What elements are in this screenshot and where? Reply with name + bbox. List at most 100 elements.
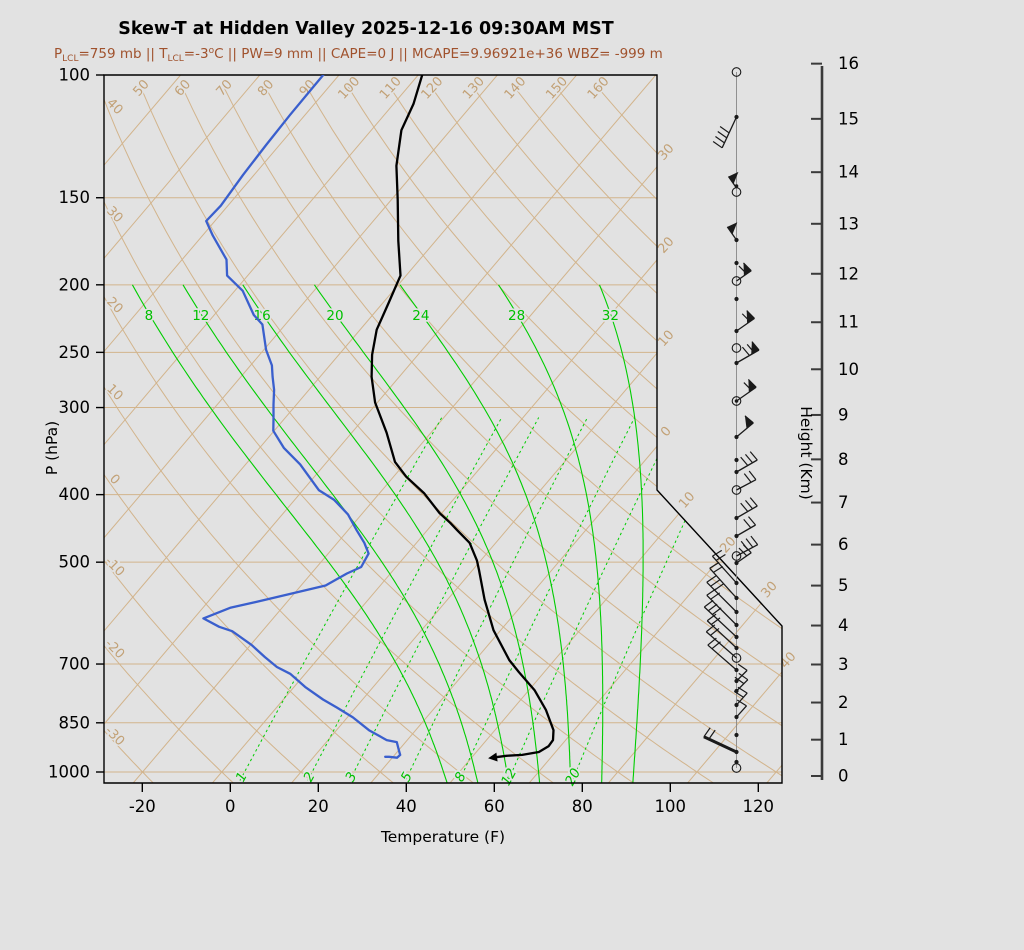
wind-barb xyxy=(734,672,749,694)
isotherm-label-right: 10 xyxy=(676,489,698,511)
isotherm-label-right: 40 xyxy=(777,649,799,671)
dry-adiabat-label-left: -10 xyxy=(102,554,128,580)
x-tick-label: 0 xyxy=(225,797,236,816)
height-tick-label: 0 xyxy=(838,766,849,785)
wind-barb xyxy=(705,624,742,663)
dry-adiabat-label-left: 0 xyxy=(106,472,122,488)
dewpoint-curve xyxy=(202,75,402,759)
pressure-tick-label: 150 xyxy=(59,188,91,207)
wind-barb xyxy=(726,222,739,243)
dry-adiabat-label-left: 10 xyxy=(103,382,125,404)
moist-adiabat-label: 8 xyxy=(145,308,154,324)
pressure-tick-label: 850 xyxy=(59,713,91,732)
wind-barb xyxy=(731,470,757,495)
isotherm-label-right: 20 xyxy=(655,234,677,256)
wind-barb xyxy=(734,451,758,475)
wind-barb xyxy=(706,575,739,615)
curve-end-markers xyxy=(488,752,498,762)
moist-adiabat-label: 20 xyxy=(326,308,343,324)
pressure-tick-label: 100 xyxy=(59,66,91,85)
wind-barbs-layer xyxy=(703,67,760,773)
wind-barb xyxy=(734,732,739,738)
wind-barb xyxy=(727,171,742,197)
height-tick-label: 11 xyxy=(838,313,859,332)
wind-barb xyxy=(734,341,760,366)
isotherm-label-right: 30 xyxy=(758,579,780,601)
x-tick-label: 80 xyxy=(572,797,593,816)
isotherm-label-right: 10 xyxy=(655,328,677,350)
moist-adiabat-label: 24 xyxy=(412,308,429,324)
isotherm-label-right: 0 xyxy=(658,424,675,440)
dry-adiabat-label-top: 150 xyxy=(543,74,571,102)
height-tick-label: 13 xyxy=(838,214,859,233)
dry-adiabat-label-top: 160 xyxy=(585,74,613,102)
dry-adiabat-label-top: 90 xyxy=(297,77,319,99)
mixing-ratio-label: 12 xyxy=(498,766,520,789)
wind-barb xyxy=(734,457,739,463)
pressure-tick-label: 300 xyxy=(59,398,91,417)
wind-barb xyxy=(706,588,739,628)
wind-barb xyxy=(734,296,739,302)
height-tick-label: 10 xyxy=(838,360,859,379)
dry-adiabat-label-top: 140 xyxy=(502,74,530,102)
height-tick-label: 3 xyxy=(838,655,849,674)
wind-barb xyxy=(731,67,742,77)
wind-barb xyxy=(703,599,739,640)
x-tick-label: 60 xyxy=(484,797,505,816)
wind-barb xyxy=(734,415,754,440)
wind-barb xyxy=(731,379,757,406)
chart-title: Skew-T at Hidden Valley 2025-12-16 09:30… xyxy=(118,19,613,39)
moist-adiabat-label: 12 xyxy=(192,308,209,324)
dry-adiabat-label-left: 40 xyxy=(103,96,125,118)
axes-layer: -20 0 20 40 60 80 100 1201001502002503004005007… xyxy=(48,54,859,816)
wind-barb xyxy=(709,561,739,601)
pressure-tick-label: 200 xyxy=(59,275,91,294)
dry-adiabat-label-top: 80 xyxy=(255,77,277,99)
chart-subtitle: PLCL=759 mb || TLCL=-3oC || PW=9 mm || C… xyxy=(54,46,663,64)
wind-barb xyxy=(731,343,742,353)
wind-barb xyxy=(734,260,739,266)
moist-adiabat-label: 28 xyxy=(508,308,525,324)
wind-barb xyxy=(733,686,748,708)
pressure-tick-label: 400 xyxy=(59,485,91,504)
dry-adiabat-label-top: 50 xyxy=(130,77,152,99)
height-tick-label: 15 xyxy=(838,109,859,128)
wind-barb xyxy=(706,613,739,651)
pressure-tick-label: 700 xyxy=(59,655,91,674)
wind-barb xyxy=(734,516,757,539)
temperature-curve-arrowhead xyxy=(488,752,498,762)
moist-adiabat-label: 32 xyxy=(602,308,619,324)
wind-barb xyxy=(734,310,755,334)
height-tick-label: 12 xyxy=(838,264,859,283)
wind-barb xyxy=(734,759,739,765)
pressure-tick-label: 1000 xyxy=(48,763,90,782)
height-tick-label: 8 xyxy=(838,450,849,469)
height-tick-label: 4 xyxy=(838,616,849,635)
isotherm-label-right: 30 xyxy=(655,141,677,163)
height-axis-label: Height (Km) xyxy=(797,406,815,500)
dry-adiabat-label-left: -20 xyxy=(102,636,128,662)
dry-adiabat-label-top: 100 xyxy=(335,74,363,102)
dry-adiabat-label-top: 110 xyxy=(377,74,405,102)
wind-barb xyxy=(734,544,752,566)
pressure-tick-label: 250 xyxy=(59,343,91,362)
dry-adiabat-label-top: 130 xyxy=(460,74,488,102)
x-tick-label: 20 xyxy=(308,797,329,816)
temperature-curve xyxy=(370,75,555,759)
wind-barb xyxy=(703,727,739,755)
wind-barb xyxy=(711,549,739,586)
mixing-ratio-label: 20 xyxy=(562,766,584,789)
wind-barb xyxy=(734,699,748,720)
moist-adiabat-label: 16 xyxy=(254,308,271,324)
height-tick-label: 6 xyxy=(838,535,849,554)
height-tick-label: 14 xyxy=(838,163,859,182)
dry-adiabat-label-left: -30 xyxy=(102,724,128,750)
height-tick-label: 16 xyxy=(838,54,859,73)
dry-adiabat-label-top: 120 xyxy=(419,74,447,102)
wind-barb xyxy=(731,262,752,286)
wind-barb xyxy=(707,637,739,673)
height-tick-label: 9 xyxy=(838,405,849,424)
pressure-tick-label: 500 xyxy=(59,553,91,572)
wind-barb xyxy=(712,114,739,149)
